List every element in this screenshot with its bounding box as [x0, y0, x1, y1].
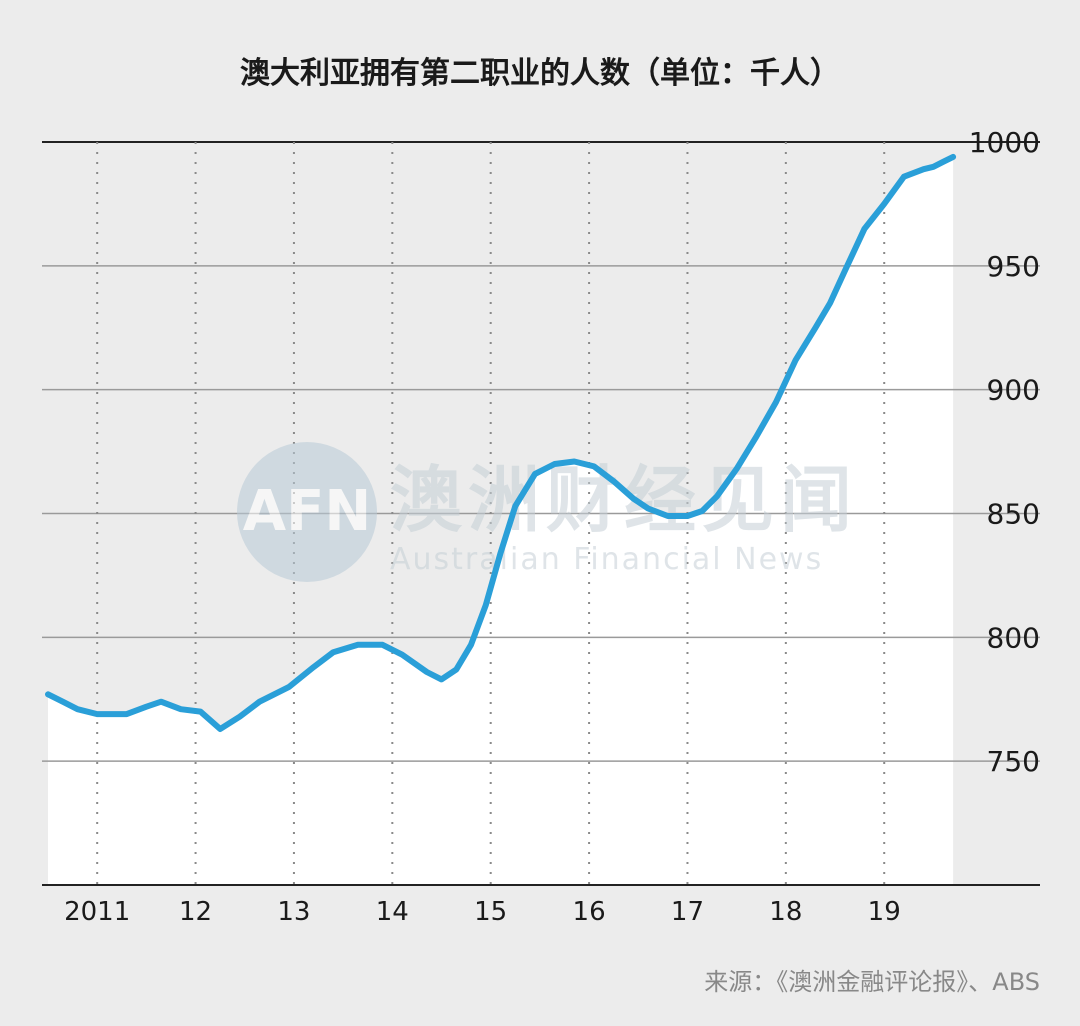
- area-fill: [48, 156, 954, 885]
- watermark-en-text: Australian Financial News: [390, 542, 823, 577]
- x-tick-label-7: 18: [769, 897, 802, 927]
- x-tick-label-8: 19: [868, 897, 901, 927]
- chart-title: 澳大利亚拥有第二职业的人数（单位：千人）: [240, 56, 840, 91]
- x-tick-label-6: 17: [671, 897, 704, 927]
- watermark: AFN 澳洲财经见闻 Australian Financial News: [237, 442, 858, 582]
- y-tick-label-950: 950: [987, 250, 1040, 283]
- watermark-cn-text: 澳洲财经见闻: [390, 458, 858, 542]
- y-tick-label-850: 850: [987, 498, 1040, 531]
- series-line: [45, 153, 957, 732]
- x-tick-label-1: 12: [179, 897, 212, 927]
- y-tick-label-900: 900: [987, 374, 1040, 407]
- y-tick-label-1000: 1000: [969, 126, 1040, 159]
- watermark-logo-circle: [237, 442, 377, 582]
- series-layer: [45, 153, 957, 732]
- watermark-logo-text: AFN: [243, 479, 371, 544]
- y-tick-label-750: 750: [987, 745, 1040, 778]
- x-tick-label-5: 16: [573, 897, 606, 927]
- x-tick-label-3: 14: [376, 897, 409, 927]
- x-tick-label-2: 13: [277, 897, 310, 927]
- plot-area: 750 800 850 900 950 1000 2011 12 13 14 15 16 17 18 19: [42, 126, 1040, 927]
- x-tick-label-0: 2011: [64, 897, 130, 927]
- x-tick-label-4: 15: [474, 897, 507, 927]
- y-tick-label-800: 800: [987, 621, 1040, 654]
- source-note: 来源：《澳洲金融评论报》、ABS: [704, 968, 1040, 996]
